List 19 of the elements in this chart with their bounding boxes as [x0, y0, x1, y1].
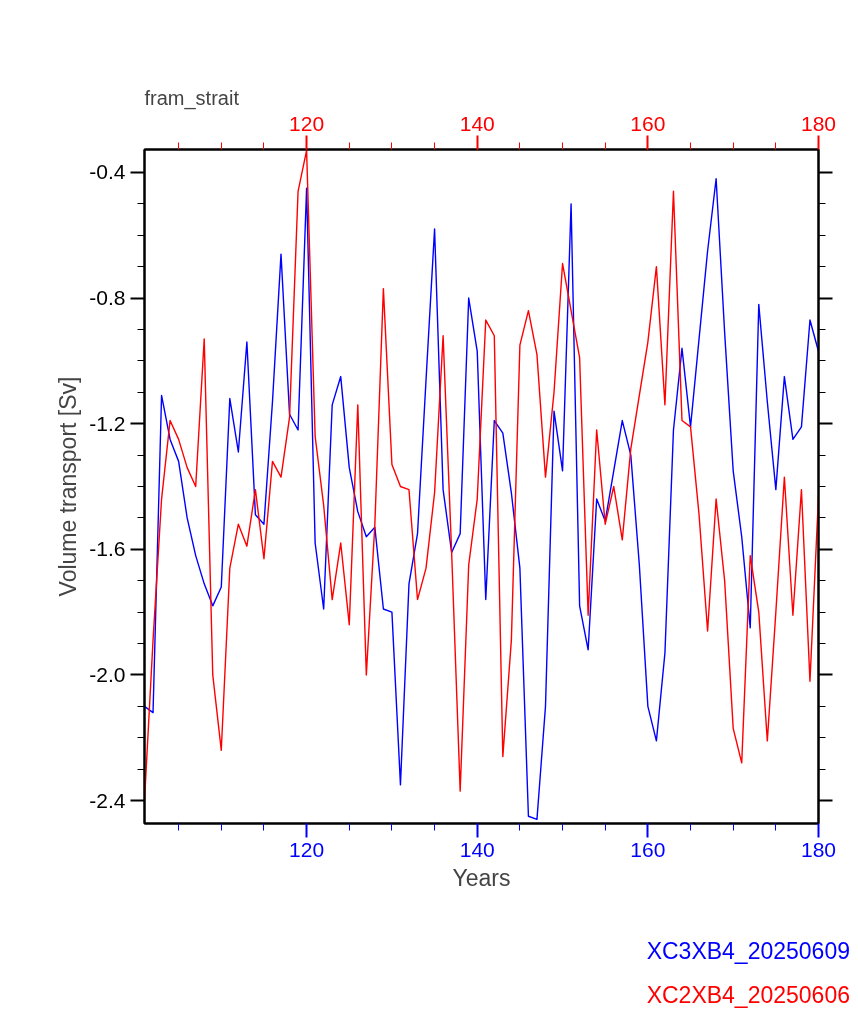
y-axis-title: Volume transport [Sv] — [55, 376, 82, 597]
y-tick-label: -1.2 — [89, 411, 126, 435]
x2-tick-label: 160 — [630, 111, 666, 135]
y-tick-label: -0.8 — [89, 286, 126, 310]
x-tick-label: 160 — [630, 837, 666, 861]
text: XC2XB4_20250606 — [646, 981, 850, 1010]
y-tick-label: -2.4 — [89, 788, 126, 812]
y-tick-label: -2.0 — [89, 662, 126, 686]
x-axis-title: Years — [452, 864, 511, 891]
x2-tick-label: 140 — [459, 111, 495, 135]
y-tick-label: -0.4 — [89, 160, 126, 184]
x-tick-label: 140 — [459, 837, 495, 861]
x2-tick-label: 180 — [800, 111, 837, 135]
x-tick-label: 180 — [800, 837, 837, 861]
y-tick-label: -1.6 — [89, 537, 126, 561]
text: XC3XB4_20250609 — [646, 937, 850, 966]
x-tick-label: 120 — [289, 837, 325, 861]
x2-tick-label: 120 — [289, 111, 325, 135]
chart-title: fram_strait — [144, 86, 240, 110]
